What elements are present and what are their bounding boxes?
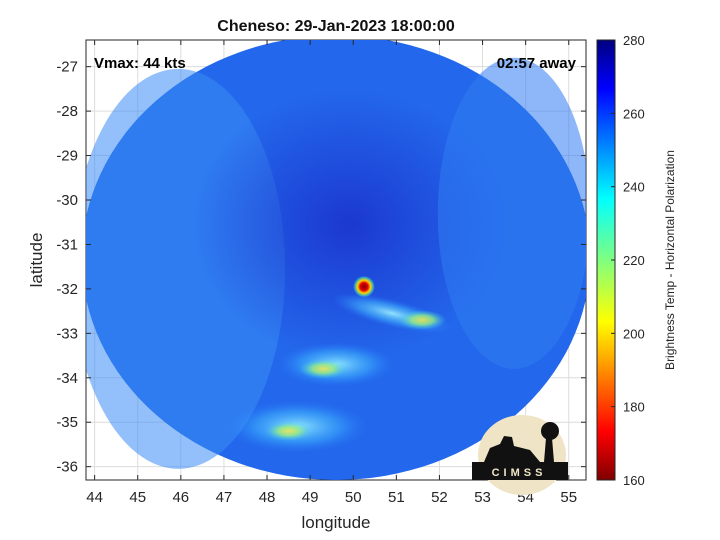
x-tick-label-6: 50 — [345, 489, 362, 506]
y-tick-label-2: -29 — [56, 148, 78, 165]
cimss-logo: CIMSS — [472, 415, 568, 495]
feature-band-2 — [299, 358, 348, 379]
y-axis-ticks: -27 -28 -29 -30 -31 -32 -33 -34 -35 -36 — [56, 59, 586, 476]
colorbar-tick-label-5: 260 — [623, 106, 645, 121]
swath-east-rim — [437, 57, 586, 369]
y-tick-label-0: -27 — [56, 59, 78, 76]
feature-band-1 — [398, 310, 447, 330]
chart-title: Cheneso: 29-Jan-2023 18:00:00 — [217, 18, 455, 35]
x-tick-label-2: 46 — [172, 489, 189, 506]
y-tick-label-1: -28 — [56, 103, 78, 120]
feature-core-0 — [353, 275, 376, 298]
colorbar-ticks: 160 180 200 220 240 260 280 — [611, 33, 645, 488]
colorbar-tick-label-1: 180 — [623, 400, 645, 415]
colorbar-label: Brightness Temp - Horizontal Polarizatio… — [663, 150, 677, 370]
y-tick-label-4: -31 — [56, 236, 78, 253]
colorbar-tick-label-0: 160 — [623, 473, 645, 488]
cimss-logo-text: CIMSS — [492, 467, 547, 479]
y-tick-label-5: -32 — [56, 281, 78, 298]
x-tick-label-7: 51 — [388, 489, 405, 506]
feature-band-3 — [264, 421, 313, 442]
y-tick-label-9: -36 — [56, 459, 78, 476]
colorbar-tick-label-4: 240 — [623, 180, 645, 195]
x-axis-label: longitude — [301, 513, 370, 532]
vmax-annotation: Vmax: 44 kts — [94, 55, 186, 72]
x-tick-label-3: 47 — [216, 489, 233, 506]
x-tick-label-0: 44 — [86, 489, 103, 506]
x-tick-label-4: 48 — [259, 489, 276, 506]
colorbar-tick-label-6: 280 — [623, 33, 645, 48]
colorbar-tick-label-2: 200 — [623, 326, 645, 341]
y-tick-label-8: -35 — [56, 414, 78, 431]
x-tick-label-11: 55 — [560, 489, 577, 506]
x-axis-ticks: 44 45 46 47 48 49 50 51 52 53 54 55 — [86, 40, 577, 506]
y-tick-label-7: -34 — [56, 370, 78, 387]
y-axis-label: latitude — [27, 233, 46, 288]
y-tick-label-6: -33 — [56, 325, 78, 342]
x-tick-label-1: 45 — [129, 489, 146, 506]
x-tick-label-9: 53 — [474, 489, 491, 506]
colorbar-tick-label-3: 220 — [623, 253, 645, 268]
y-tick-label-3: -30 — [56, 192, 78, 209]
x-tick-label-8: 52 — [431, 489, 448, 506]
x-tick-label-5: 49 — [302, 489, 319, 506]
swath-dark-interior — [191, 86, 507, 363]
time-away-annotation: 02:57 away — [497, 55, 577, 72]
brightness-temp-swath — [86, 40, 586, 480]
